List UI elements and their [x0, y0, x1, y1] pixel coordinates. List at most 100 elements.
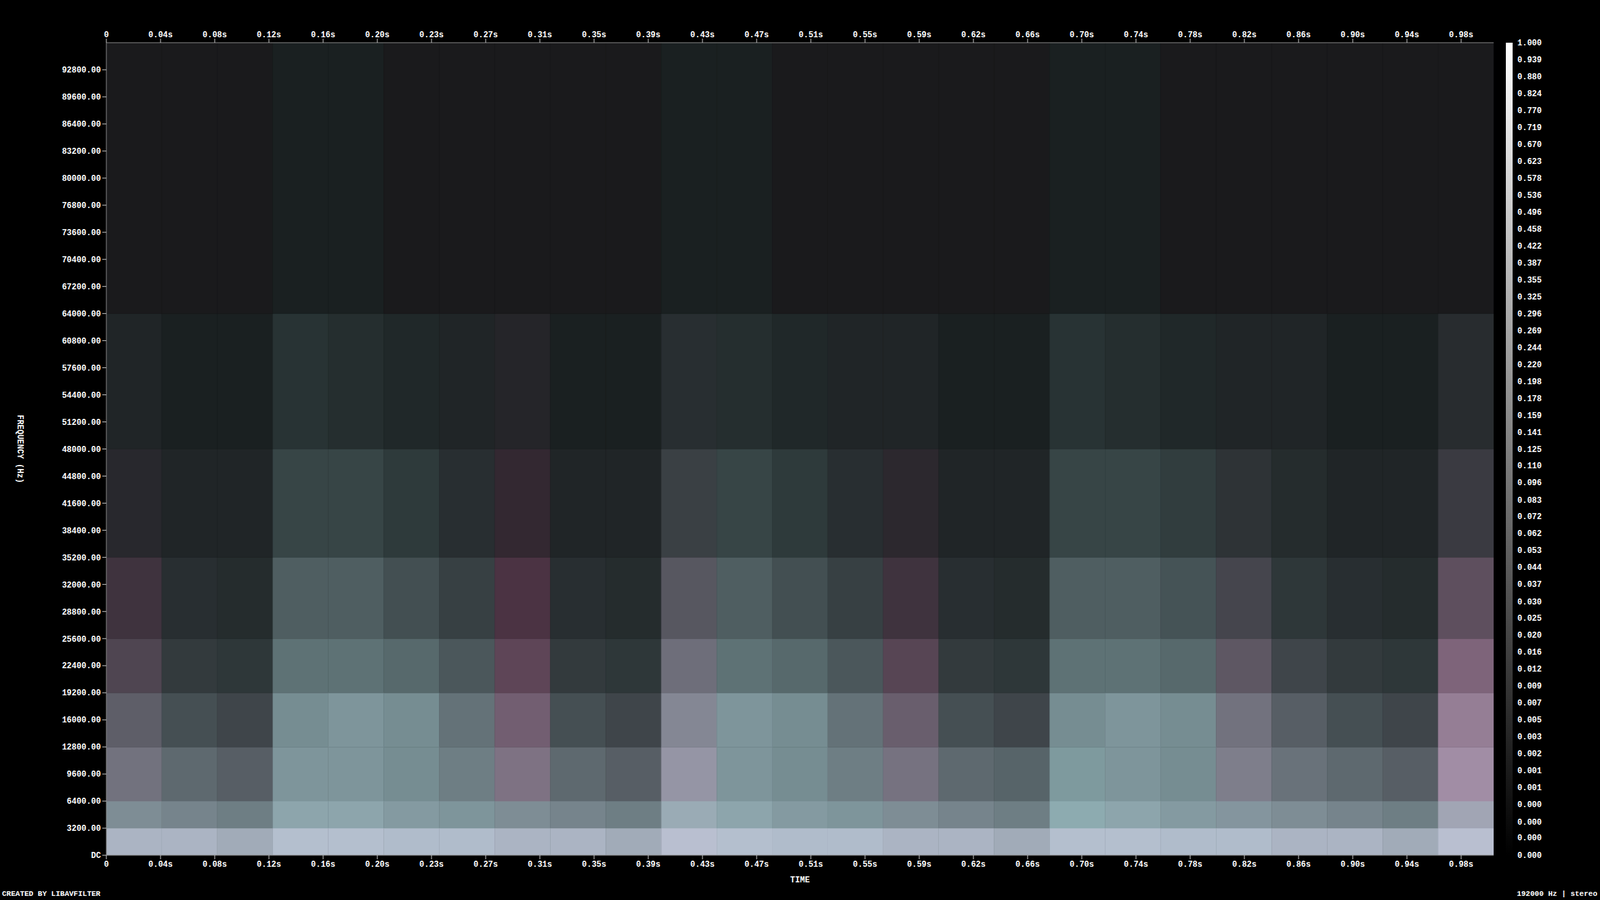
svg-text:0.78s: 0.78s	[1177, 859, 1203, 870]
svg-text:0.005: 0.005	[1517, 715, 1542, 725]
svg-text:0.670: 0.670	[1517, 140, 1542, 150]
svg-text:0.002: 0.002	[1517, 749, 1542, 759]
svg-text:0.62s: 0.62s	[961, 859, 986, 870]
svg-text:0.000: 0.000	[1517, 817, 1542, 828]
svg-text:0.125: 0.125	[1517, 445, 1542, 455]
svg-text:0.355: 0.355	[1517, 275, 1542, 286]
svg-text:38400.00: 38400.00	[61, 526, 101, 536]
svg-text:32000.00: 32000.00	[61, 580, 101, 591]
svg-text:0.47s: 0.47s	[744, 859, 769, 870]
svg-text:DC: DC	[91, 850, 101, 861]
svg-text:92800.00: 92800.00	[61, 65, 101, 76]
svg-text:0.78s: 0.78s	[1177, 30, 1203, 40]
svg-text:3200.00: 3200.00	[67, 823, 101, 834]
svg-text:0.35s: 0.35s	[581, 30, 607, 40]
svg-text:0.000: 0.000	[1517, 800, 1542, 810]
svg-text:0.110: 0.110	[1517, 461, 1542, 471]
svg-text:80000.00: 80000.00	[61, 174, 101, 184]
svg-text:0.90s: 0.90s	[1340, 30, 1365, 40]
svg-text:0.94s: 0.94s	[1394, 30, 1420, 40]
svg-text:0.012: 0.012	[1517, 664, 1542, 675]
svg-text:48000.00: 48000.00	[61, 445, 101, 455]
svg-text:0.770: 0.770	[1517, 106, 1542, 116]
svg-text:0.880: 0.880	[1517, 72, 1542, 82]
svg-text:0.90s: 0.90s	[1340, 859, 1365, 870]
svg-text:22400.00: 22400.00	[61, 661, 101, 671]
svg-text:0: 0	[103, 30, 109, 40]
svg-text:0.072: 0.072	[1517, 512, 1542, 522]
svg-text:0.458: 0.458	[1517, 224, 1542, 235]
svg-text:0.74s: 0.74s	[1123, 30, 1149, 40]
svg-text:0.083: 0.083	[1517, 495, 1542, 506]
svg-text:0.70s: 0.70s	[1069, 859, 1094, 870]
svg-text:192000 Hz | stereo: 192000 Hz | stereo	[1516, 889, 1598, 898]
svg-text:FREQUENCY (Hz): FREQUENCY (Hz)	[14, 414, 25, 483]
svg-text:86400.00: 86400.00	[61, 119, 101, 130]
svg-text:89600.00: 89600.00	[61, 92, 101, 103]
svg-text:0.04s: 0.04s	[148, 30, 173, 40]
svg-text:0.94s: 0.94s	[1394, 859, 1420, 870]
svg-text:0.86s: 0.86s	[1286, 30, 1311, 40]
svg-text:0.98s: 0.98s	[1448, 859, 1474, 870]
svg-text:16000.00: 16000.00	[61, 715, 101, 725]
svg-text:0.04s: 0.04s	[148, 859, 173, 870]
svg-text:0.009: 0.009	[1517, 681, 1542, 691]
svg-text:83200.00: 83200.00	[61, 146, 101, 157]
svg-text:76800.00: 76800.00	[61, 201, 101, 211]
svg-text:0: 0	[103, 859, 109, 870]
svg-text:0.496: 0.496	[1517, 207, 1542, 218]
svg-text:0.08s: 0.08s	[202, 859, 227, 870]
svg-text:0.51s: 0.51s	[798, 30, 824, 40]
svg-text:9600.00: 9600.00	[67, 769, 101, 780]
svg-text:0.08s: 0.08s	[202, 30, 227, 40]
svg-text:28800.00: 28800.00	[61, 607, 101, 618]
svg-text:41600.00: 41600.00	[61, 499, 101, 509]
svg-text:0.296: 0.296	[1517, 309, 1542, 320]
svg-text:0.16s: 0.16s	[310, 859, 336, 870]
svg-text:67200.00: 67200.00	[61, 282, 101, 292]
svg-text:0.59s: 0.59s	[907, 859, 932, 870]
svg-text:0.037: 0.037	[1517, 579, 1542, 590]
svg-text:0.66s: 0.66s	[1015, 30, 1040, 40]
svg-text:0.062: 0.062	[1517, 529, 1542, 539]
svg-text:0.20s: 0.20s	[365, 859, 390, 870]
svg-text:0.16s: 0.16s	[310, 30, 336, 40]
svg-text:0.23s: 0.23s	[419, 30, 444, 40]
svg-text:0.39s: 0.39s	[636, 859, 661, 870]
svg-text:0.20s: 0.20s	[365, 30, 390, 40]
svg-text:CREATED BY LIBAVFILTER: CREATED BY LIBAVFILTER	[2, 889, 101, 898]
svg-text:0.43s: 0.43s	[690, 30, 715, 40]
svg-text:0.325: 0.325	[1517, 292, 1542, 303]
svg-text:0.578: 0.578	[1517, 174, 1542, 184]
svg-text:0.39s: 0.39s	[636, 30, 661, 40]
svg-text:1.000: 1.000	[1517, 38, 1542, 49]
svg-text:0.016: 0.016	[1517, 647, 1542, 658]
svg-text:0.000: 0.000	[1517, 833, 1542, 843]
svg-text:19200.00: 19200.00	[61, 688, 101, 698]
svg-text:0.159: 0.159	[1517, 411, 1542, 421]
svg-text:0.31s: 0.31s	[527, 30, 553, 40]
svg-text:0.70s: 0.70s	[1069, 30, 1094, 40]
svg-text:0.86s: 0.86s	[1286, 859, 1311, 870]
svg-text:35200.00: 35200.00	[61, 553, 101, 563]
svg-text:73600.00: 73600.00	[61, 228, 101, 238]
svg-text:0.141: 0.141	[1517, 428, 1542, 438]
svg-text:0.23s: 0.23s	[419, 859, 444, 870]
svg-text:64000.00: 64000.00	[61, 309, 101, 320]
svg-text:0.27s: 0.27s	[473, 859, 498, 870]
svg-text:0.12s: 0.12s	[256, 859, 282, 870]
svg-text:0.000: 0.000	[1517, 850, 1542, 861]
svg-text:0.020: 0.020	[1517, 630, 1542, 641]
svg-text:0.74s: 0.74s	[1123, 859, 1149, 870]
svg-text:0.178: 0.178	[1517, 394, 1542, 404]
svg-text:0.27s: 0.27s	[473, 30, 498, 40]
svg-text:0.269: 0.269	[1517, 326, 1542, 336]
svg-text:0.244: 0.244	[1517, 343, 1542, 353]
svg-text:0.31s: 0.31s	[527, 859, 553, 870]
svg-text:0.719: 0.719	[1517, 123, 1542, 133]
svg-text:60800.00: 60800.00	[61, 336, 101, 347]
svg-text:57600.00: 57600.00	[61, 363, 101, 374]
svg-text:0.387: 0.387	[1517, 258, 1542, 269]
svg-text:0.053: 0.053	[1517, 545, 1542, 556]
svg-text:0.096: 0.096	[1517, 478, 1542, 488]
